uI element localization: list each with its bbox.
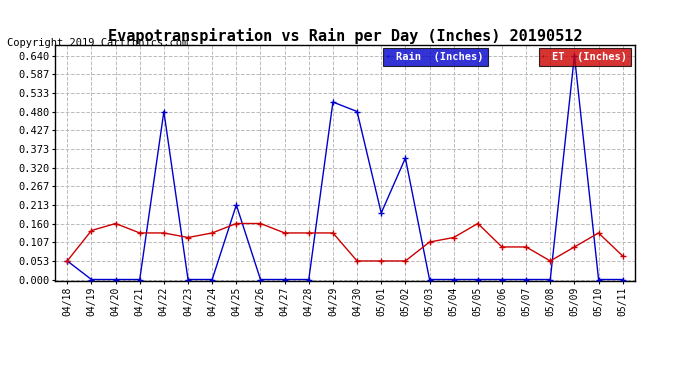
Legend: ET  (Inches): ET (Inches): [539, 48, 631, 66]
Title: Evapotranspiration vs Rain per Day (Inches) 20190512: Evapotranspiration vs Rain per Day (Inch…: [108, 28, 582, 44]
Text: Copyright 2019 Cartronics.com: Copyright 2019 Cartronics.com: [7, 38, 188, 48]
